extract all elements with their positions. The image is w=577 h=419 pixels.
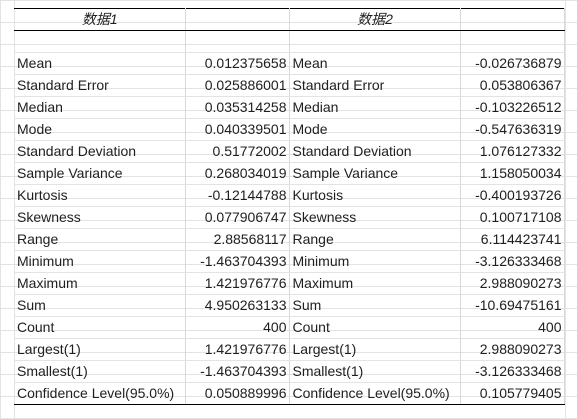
table-row: Minimum -1.463704393 Minimum -3.126333468	[14, 250, 565, 273]
stat-label-cell[interactable]: Confidence Level(95.0%)	[14, 382, 186, 405]
table-row: Sample Variance 0.268034019 Sample Varianc…	[14, 162, 565, 185]
stat-label-cell[interactable]: Confidence Level(95.0%)	[289, 382, 461, 405]
stat-value-cell[interactable]: 0.053806367	[460, 74, 565, 97]
table-row: Standard Deviation 0.51772002 Standard Dev…	[14, 140, 565, 163]
stat-label-cell[interactable]: Skewness	[14, 206, 186, 229]
stat-value-cell[interactable]: -0.12144788	[185, 184, 290, 207]
stat-value-cell[interactable]: -1.463704393	[185, 250, 290, 273]
stat-value-cell[interactable]: 2.988090273	[460, 338, 565, 361]
table-header-row: 数据1 数据2	[14, 8, 565, 31]
stat-value-cell[interactable]: -0.400193726	[460, 184, 565, 207]
stat-value-cell[interactable]: 0.51772002	[185, 140, 290, 163]
table-row: Skewness 0.077906747 Skewness 0.100717108	[14, 206, 565, 229]
stat-value-cell[interactable]: -0.103226512	[460, 96, 565, 119]
stat-value-cell[interactable]: -3.126333468	[460, 360, 565, 383]
stat-value-cell[interactable]: 1.421976776	[185, 338, 290, 361]
stat-label-cell[interactable]: Range	[289, 228, 461, 251]
stat-label-cell[interactable]: Kurtosis	[289, 184, 461, 207]
stat-value-cell[interactable]: -0.547636319	[460, 118, 565, 141]
stat-label-cell[interactable]: Range	[14, 228, 186, 251]
stat-label-cell[interactable]: Largest(1)	[14, 338, 186, 361]
stat-label-cell[interactable]: Count	[289, 316, 461, 339]
stat-label-cell[interactable]: Largest(1)	[289, 338, 461, 361]
stat-value-cell[interactable]: 400	[460, 316, 565, 339]
stat-label-cell[interactable]: Count	[14, 316, 186, 339]
stat-label-cell[interactable]: Median	[14, 96, 186, 119]
table-row: Median 0.035314258 Median -0.103226512	[14, 96, 565, 119]
stat-value-cell[interactable]: -3.126333468	[460, 250, 565, 273]
stat-value-cell[interactable]: 0.050889996	[185, 382, 290, 405]
empty-row	[14, 30, 565, 53]
stat-value-cell[interactable]: 1.421976776	[185, 272, 290, 295]
column-gridline	[565, 0, 566, 419]
stat-value-cell[interactable]: -1.463704393	[185, 360, 290, 383]
stat-value-cell[interactable]: 2.988090273	[460, 272, 565, 295]
stat-label-cell[interactable]: Mean	[289, 52, 461, 75]
stat-value-cell[interactable]: -10.69475161	[460, 294, 565, 317]
stat-value-cell[interactable]: 0.025886001	[185, 74, 290, 97]
stat-value-cell[interactable]: 0.105779405	[460, 382, 565, 405]
table-row: Smallest(1) -1.463704393 Smallest(1) -3.126…	[14, 360, 565, 383]
stat-label-cell[interactable]: Sum	[289, 294, 461, 317]
stat-value-cell[interactable]: 6.114423741	[460, 228, 565, 251]
stat-label-cell[interactable]: Smallest(1)	[14, 360, 186, 383]
stat-value-cell[interactable]: 0.077906747	[185, 206, 290, 229]
stat-label-cell[interactable]: Standard Error	[289, 74, 461, 97]
stat-label-cell[interactable]: Standard Deviation	[14, 140, 186, 163]
stat-label-cell[interactable]: Standard Deviation	[289, 140, 461, 163]
stat-label-cell[interactable]: Maximum	[289, 272, 461, 295]
table-row: Kurtosis -0.12144788 Kurtosis -0.400193726	[14, 184, 565, 207]
header-cell-empty[interactable]	[460, 8, 565, 31]
table-row: Sum 4.950263133 Sum -10.69475161	[14, 294, 565, 317]
stat-label-cell[interactable]: Sum	[14, 294, 186, 317]
stat-label-cell[interactable]: Maximum	[14, 272, 186, 295]
table-row: Count 400 Count 400	[14, 316, 565, 339]
header-cell-data1[interactable]: 数据1	[14, 8, 186, 31]
table-row: Maximum 1.421976776 Maximum 2.988090273	[14, 272, 565, 295]
header-cell-empty[interactable]	[185, 8, 290, 31]
stat-value-cell[interactable]: 400	[185, 316, 290, 339]
stat-value-cell[interactable]: 4.950263133	[185, 294, 290, 317]
empty-cell[interactable]	[289, 30, 461, 53]
empty-cell[interactable]	[14, 30, 186, 53]
stat-value-cell[interactable]: 1.158050034	[460, 162, 565, 185]
table-row: Confidence Level(95.0%) 0.050889996 Confid…	[14, 382, 565, 405]
stat-label-cell[interactable]: Sample Variance	[289, 162, 461, 185]
stat-label-cell[interactable]: Standard Error	[14, 74, 186, 97]
table-row: Mode 0.040339501 Mode -0.547636319	[14, 118, 565, 141]
stat-value-cell[interactable]: 0.268034019	[185, 162, 290, 185]
table-row: Range 2.88568117 Range 6.114423741	[14, 228, 565, 251]
descriptive-statistics-table: 数据1 数据2 Mean 0.012375658 Mean -0.026736879 S…	[14, 8, 565, 405]
stat-value-cell[interactable]: -0.026736879	[460, 52, 565, 75]
stat-label-cell[interactable]: Minimum	[14, 250, 186, 273]
table-row: Standard Error 0.025886001 Standard Error 0…	[14, 74, 565, 97]
table-row: Mean 0.012375658 Mean -0.026736879	[14, 52, 565, 75]
empty-cell[interactable]	[185, 30, 290, 53]
stat-value-cell[interactable]: 0.100717108	[460, 206, 565, 229]
stat-value-cell[interactable]: 1.076127332	[460, 140, 565, 163]
stat-label-cell[interactable]: Median	[289, 96, 461, 119]
stat-value-cell[interactable]: 0.035314258	[185, 96, 290, 119]
stat-label-cell[interactable]: Skewness	[289, 206, 461, 229]
stat-value-cell[interactable]: 2.88568117	[185, 228, 290, 251]
header-cell-data2[interactable]: 数据2	[289, 8, 461, 31]
stat-label-cell[interactable]: Minimum	[289, 250, 461, 273]
empty-cell[interactable]	[460, 30, 565, 53]
stat-label-cell[interactable]: Mode	[289, 118, 461, 141]
stat-label-cell[interactable]: Mean	[14, 52, 186, 75]
table-row: Largest(1) 1.421976776 Largest(1) 2.9880902…	[14, 338, 565, 361]
stat-value-cell[interactable]: 0.040339501	[185, 118, 290, 141]
stat-label-cell[interactable]: Sample Variance	[14, 162, 186, 185]
stat-value-cell[interactable]: 0.012375658	[185, 52, 290, 75]
stat-label-cell[interactable]: Mode	[14, 118, 186, 141]
stat-label-cell[interactable]: Kurtosis	[14, 184, 186, 207]
stat-label-cell[interactable]: Smallest(1)	[289, 360, 461, 383]
